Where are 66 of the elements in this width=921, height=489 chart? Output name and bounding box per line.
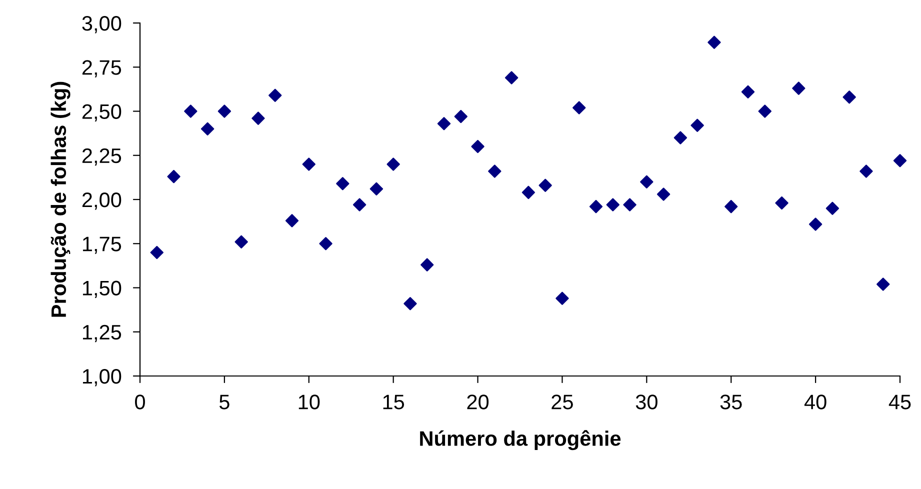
point — [606, 198, 620, 212]
point — [656, 188, 670, 201]
y-tick-label: 2,75 — [82, 60, 122, 78]
point — [842, 90, 856, 104]
point — [538, 178, 552, 192]
x-tick-label: 45 — [888, 394, 911, 410]
point — [252, 112, 265, 125]
y-tick-label: 3,00 — [82, 16, 122, 34]
point — [302, 158, 316, 171]
point — [268, 88, 282, 102]
point — [522, 186, 536, 200]
point — [758, 104, 772, 118]
point — [893, 154, 907, 168]
x-tick-label: 15 — [383, 394, 404, 410]
point — [708, 36, 721, 50]
point — [352, 198, 366, 212]
point — [336, 177, 350, 190]
point — [150, 246, 164, 260]
point — [640, 175, 654, 188]
point — [572, 101, 586, 114]
y-tick-label: 1,00 — [82, 369, 122, 386]
point — [860, 164, 873, 178]
point — [471, 140, 484, 154]
point — [370, 182, 384, 196]
x-tick-label: 30 — [636, 394, 658, 410]
point — [792, 82, 806, 95]
y-tick-label: 1,50 — [82, 280, 122, 298]
y-tick-label: 2,25 — [82, 148, 122, 166]
x-tick-label: 25 — [552, 394, 573, 410]
point — [454, 110, 468, 124]
point — [775, 196, 788, 210]
x-tick-label: 0 — [135, 394, 145, 410]
point — [437, 117, 451, 130]
point — [167, 170, 180, 184]
point — [674, 131, 688, 144]
x-tick-label: 20 — [467, 394, 489, 410]
y-tick-label: 2,00 — [82, 192, 122, 210]
point — [218, 104, 232, 118]
point — [556, 292, 569, 305]
x-axis-title: Número da progênie — [420, 430, 621, 450]
x-tick-label: 40 — [804, 394, 826, 410]
point — [420, 258, 434, 272]
y-axis-title: Produção de folhas (kg) — [50, 82, 70, 317]
point — [690, 118, 704, 132]
point — [623, 198, 636, 212]
point — [741, 85, 755, 98]
point — [404, 297, 417, 310]
point — [386, 158, 400, 171]
point — [200, 122, 214, 136]
point — [826, 202, 840, 215]
point — [234, 235, 248, 248]
point — [589, 200, 603, 214]
x-tick-label: 35 — [720, 394, 742, 410]
point — [876, 278, 890, 291]
point — [488, 164, 502, 178]
point — [724, 200, 738, 214]
y-tick-label: 2,50 — [82, 104, 122, 122]
point — [285, 214, 299, 228]
point — [184, 104, 198, 118]
x-tick-label: 5 — [219, 394, 230, 410]
point — [808, 218, 822, 231]
point — [319, 237, 332, 250]
y-tick-label: 1,25 — [82, 324, 122, 342]
y-tick-label: 1,75 — [82, 236, 122, 254]
point — [504, 71, 518, 84]
x-tick-label: 10 — [298, 394, 320, 410]
